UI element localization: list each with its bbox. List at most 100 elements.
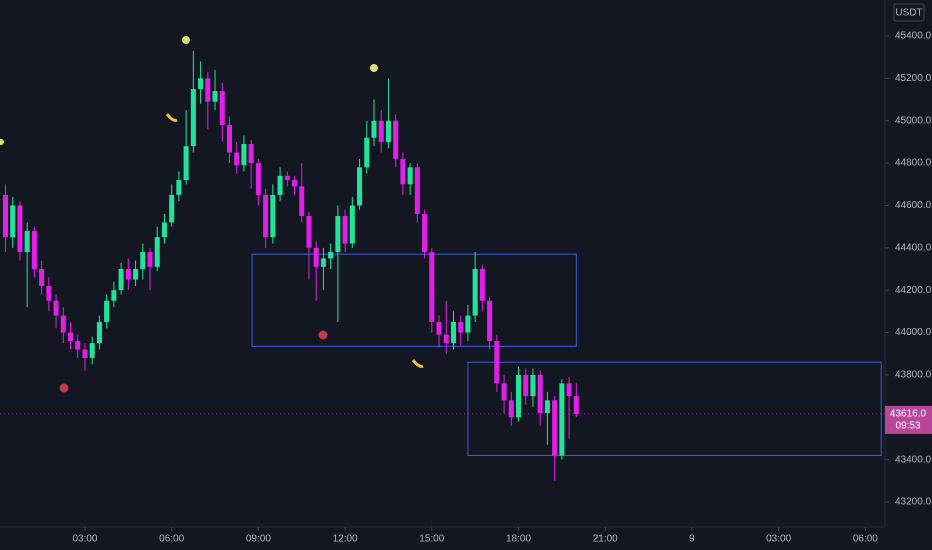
candle-body	[429, 252, 435, 322]
candle-body	[46, 285, 52, 301]
candle-body	[219, 91, 225, 125]
candle-body	[125, 269, 131, 280]
y-tick-label: 44200.0	[895, 285, 932, 296]
candle-body	[133, 269, 139, 280]
x-tick-label: 06:00	[159, 534, 184, 545]
candle-body	[169, 194, 175, 223]
candle-body	[277, 175, 283, 195]
candle-body	[299, 186, 305, 217]
marker	[165, 113, 178, 122]
x-tick-label: 9	[689, 534, 695, 545]
candle-body	[147, 252, 153, 267]
candle-body	[559, 383, 565, 456]
candle-body	[566, 383, 572, 397]
candle-body	[378, 120, 384, 142]
candle-body	[67, 332, 74, 342]
candle-body	[342, 216, 348, 244]
y-tick-label: 45200.0	[895, 73, 932, 84]
candle-body	[140, 252, 146, 270]
candle-body	[284, 175, 290, 181]
candle-body	[501, 383, 507, 401]
currency-box[interactable]	[893, 3, 925, 22]
currency-label: USDT	[895, 8, 922, 19]
marker	[59, 383, 69, 393]
candle-body	[24, 230, 30, 253]
y-tick-label: 44400.0	[895, 242, 932, 253]
candle-body	[212, 91, 218, 102]
marker	[318, 330, 328, 340]
candle-body	[53, 300, 59, 316]
candle-body	[39, 269, 45, 286]
candle-body	[320, 258, 326, 267]
candle-body	[82, 349, 88, 358]
candle-body	[364, 137, 370, 168]
marker	[370, 64, 378, 72]
candle-body	[2, 194, 9, 238]
y-tick-label: 45000.0	[895, 115, 932, 126]
candle-body	[393, 120, 399, 159]
candle-body	[349, 205, 355, 244]
candle-body	[508, 400, 514, 418]
candle-body	[487, 300, 493, 342]
candle-body	[241, 144, 247, 166]
candle-body	[544, 400, 550, 414]
candle-body	[270, 194, 276, 238]
candle-body	[248, 144, 254, 164]
candle-body	[198, 78, 204, 89]
markers	[0, 36, 424, 393]
candle-body	[306, 216, 312, 248]
candle-body	[255, 163, 261, 195]
x-tick-label: 03:00	[72, 534, 97, 545]
candle-body	[573, 396, 579, 414]
x-tick-label: 03:00	[766, 534, 791, 545]
candle-body	[371, 120, 377, 138]
candle-body	[263, 194, 269, 238]
candle-body	[335, 216, 341, 253]
candle-body	[357, 167, 363, 206]
candle-body	[96, 321, 102, 344]
candle-body	[552, 400, 558, 456]
candle-body	[414, 167, 420, 214]
x-tick-label: 15:00	[419, 534, 444, 545]
x-tick-label: 06:00	[853, 534, 878, 545]
zone	[467, 361, 882, 456]
candle-body	[89, 343, 95, 358]
candle-body	[176, 180, 182, 195]
zone	[251, 253, 577, 347]
candle-body	[523, 374, 529, 397]
candle-body	[494, 341, 500, 384]
candle-body	[234, 152, 240, 166]
candle-body	[385, 120, 391, 142]
x-tick-label: 18:00	[506, 534, 531, 545]
y-tick-label: 43200.0	[895, 497, 932, 508]
marker	[411, 359, 424, 368]
candle-body	[17, 205, 23, 253]
x-tick-label: 12:00	[333, 534, 358, 545]
last-price-label: 43616.0	[890, 409, 927, 420]
candle-body	[328, 252, 334, 259]
x-tick-label: 21:00	[593, 534, 618, 545]
candle-body	[226, 124, 233, 153]
candle-body	[400, 158, 406, 185]
marker	[0, 139, 4, 145]
y-tick-label: 45400.0	[895, 31, 932, 42]
candle-body	[183, 146, 189, 181]
candle-body	[205, 78, 211, 102]
candle-body	[450, 321, 457, 344]
y-tick-label: 43800.0	[895, 370, 932, 381]
candle-body	[111, 290, 117, 301]
candle-body	[436, 321, 442, 335]
candle-body	[515, 374, 522, 418]
candle-body	[31, 230, 37, 270]
y-tick-label: 44600.0	[895, 200, 932, 211]
candle-body	[472, 269, 478, 316]
candle-body	[75, 341, 81, 350]
candle-body	[537, 374, 543, 414]
candle-body	[104, 300, 110, 322]
candle-body	[407, 167, 413, 185]
candle-body	[161, 222, 167, 238]
candle-body	[422, 213, 428, 253]
